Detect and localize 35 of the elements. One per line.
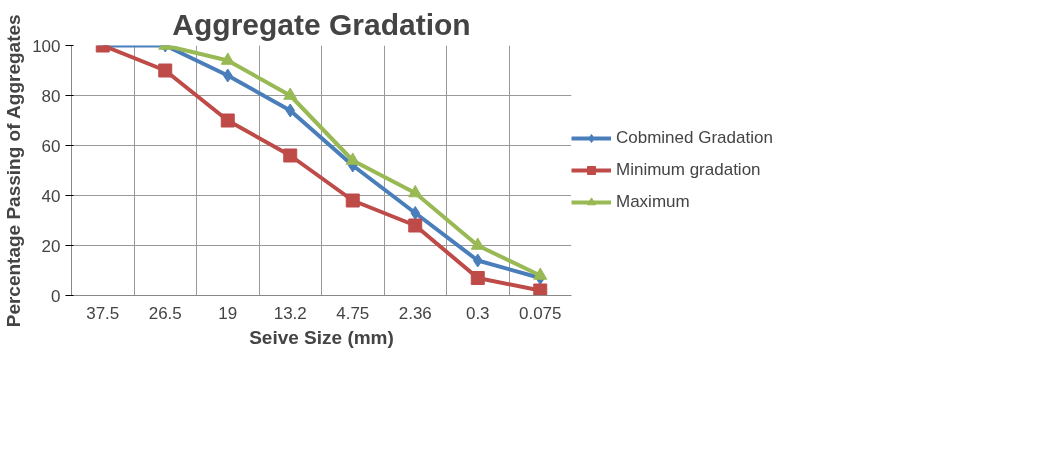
x-tick-label: 26.5 — [148, 303, 182, 323]
y-tick-label: 20 — [41, 236, 61, 256]
point — [283, 148, 298, 163]
x-tick-label: 19 — [218, 303, 238, 323]
point — [470, 237, 485, 250]
y-tick-label: 60 — [41, 136, 61, 156]
x-tick-label: 0.075 — [518, 303, 562, 323]
point — [533, 267, 548, 280]
x-tick-label: 4.75 — [336, 303, 370, 323]
y-tick-label: 40 — [41, 186, 61, 206]
point — [220, 113, 235, 128]
y-tick-label: 0 — [51, 286, 61, 306]
point — [158, 63, 173, 78]
point — [470, 271, 485, 285]
point — [410, 206, 421, 220]
point — [345, 193, 360, 208]
point — [285, 103, 296, 118]
point — [533, 283, 548, 296]
x-tick-label: 0.3 — [465, 303, 490, 323]
point — [408, 184, 423, 198]
point — [222, 68, 233, 83]
legend-label: Minimum gradation — [616, 160, 761, 180]
x-tick-label: 2.36 — [398, 303, 432, 323]
legend-label: Cobmined Gradation — [616, 128, 773, 148]
legend-label: Maximum — [616, 192, 690, 212]
y-tick-label: 100 — [32, 36, 61, 56]
x-tick-label: 37.5 — [86, 303, 120, 323]
chart-title: Aggregate Gradation — [172, 7, 471, 41]
point — [345, 152, 360, 165]
point — [408, 218, 423, 233]
x-axis-title: Seive Size (mm) — [249, 326, 394, 348]
point — [472, 253, 483, 268]
x-tick-label: 13.2 — [273, 303, 307, 323]
y-axis-title: Percentage Passing of Aggregates — [3, 14, 25, 328]
y-tick-label: 80 — [41, 86, 61, 106]
